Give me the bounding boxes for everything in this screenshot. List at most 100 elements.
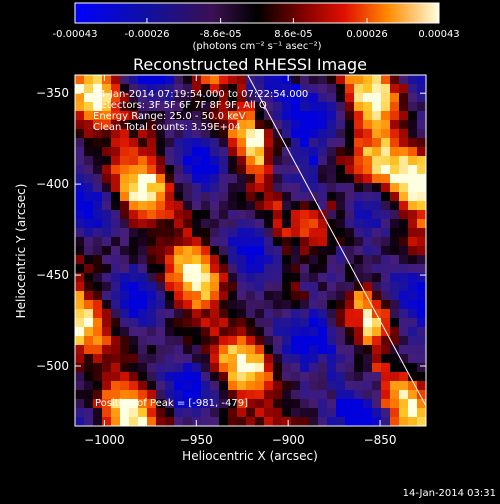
heatmap-cell [363,282,373,292]
heatmap-cell [327,372,337,382]
heatmap-cell [372,192,382,202]
heatmap-cell [93,399,103,409]
heatmap-cell [327,102,337,112]
heatmap-cell [84,219,94,229]
heatmap-cell [255,111,265,121]
heatmap-cell [138,273,148,283]
heatmap-cell [120,75,130,85]
heatmap-cell [111,219,121,229]
heatmap-cell [399,417,409,426]
heatmap-cell [408,246,418,256]
heatmap-cell [372,390,382,400]
heatmap-cell [282,417,292,426]
heatmap-cell [219,102,229,112]
heatmap-cell [399,165,409,175]
heatmap-cell [354,246,364,256]
heatmap-cell [372,399,382,409]
heatmap-cell [264,174,274,184]
heatmap-cell [192,408,202,418]
heatmap-cell [372,147,382,157]
heatmap-cell [120,192,130,202]
heatmap-cell [318,255,328,265]
heatmap-cell [327,156,337,166]
heatmap-cell [102,273,112,283]
heatmap-cell [255,147,265,157]
heatmap-cell [327,300,337,310]
heatmap-cell [246,237,256,247]
heatmap-cell [309,93,319,103]
heatmap-cell [192,138,202,148]
heatmap-cell [201,309,211,319]
heatmap-cell [300,327,310,337]
heatmap-cell [408,345,418,355]
heatmap-cell [183,75,193,85]
heatmap-cell [246,192,256,202]
heatmap-cell [255,381,265,391]
heatmap-cell [120,300,130,310]
heatmap-cell [390,345,400,355]
heatmap-cell [129,345,139,355]
heatmap-cell [111,282,121,292]
heatmap-cell [138,147,148,157]
heatmap-cell [372,111,382,121]
heatmap-cell [174,165,184,175]
annotation-peak: Position of Peak = [-981, -479] [95,398,248,409]
heatmap-cell [111,381,121,391]
heatmap-cell [246,84,256,94]
heatmap-cell [372,408,382,418]
heatmap-cell [291,246,301,256]
heatmap-cell [129,201,139,211]
heatmap-cell [381,309,391,319]
heatmap-cell [318,192,328,202]
colorbar-unit-label: (photons cm⁻² s⁻¹ asec⁻²) [192,41,321,52]
heatmap-cell [390,156,400,166]
heatmap-cell [336,93,346,103]
heatmap-cell [309,291,319,301]
heatmap-cell [354,192,364,202]
heatmap-cell [201,156,211,166]
heatmap-cell [219,273,229,283]
heatmap-cell [129,282,139,292]
heatmap-cell [408,300,418,310]
heatmap-cell [327,75,337,85]
heatmap-cell [93,246,103,256]
heatmap-cell [102,246,112,256]
heatmap-cell [120,381,130,391]
heatmap-cell [300,399,310,409]
heatmap-cell [363,237,373,247]
heatmap-cell [291,318,301,328]
heatmap-cell [84,291,94,301]
y-axis-label: Heliocentric Y (arcsec) [14,184,28,319]
heatmap-cell [75,156,85,166]
heatmap-cell [417,300,426,310]
heatmap-cell [84,309,94,319]
heatmap-cell [336,309,346,319]
heatmap-cell [192,192,202,202]
heatmap-cell [390,237,400,247]
heatmap-cell [345,309,355,319]
heatmap-cell [174,381,184,391]
heatmap-cell [390,327,400,337]
heatmap-cell [147,156,157,166]
heatmap-cell [345,138,355,148]
heatmap-cell [282,111,292,121]
heatmap-cell [174,300,184,310]
heatmap-cell [93,129,103,139]
annotation-time-range: 14-Jan-2014 07:19:54.000 to 07:22:54.000 [93,89,308,100]
heatmap-cell [75,345,85,355]
heatmap-cell [318,156,328,166]
footer-timestamp: 14-Jan-2014 03:31 [403,488,496,499]
heatmap-cell [255,183,265,193]
heatmap-cell [174,336,184,346]
heatmap-cell [345,372,355,382]
heatmap-cell [282,282,292,292]
heatmap-cell [300,165,310,175]
heatmap-cell [84,417,94,426]
heatmap-cell [390,273,400,283]
heatmap-cell [120,228,130,238]
heatmap-cell [345,156,355,166]
heatmap-cell [174,129,184,139]
heatmap-cell [363,120,373,130]
heatmap-cell [417,75,426,85]
heatmap-cell [102,228,112,238]
